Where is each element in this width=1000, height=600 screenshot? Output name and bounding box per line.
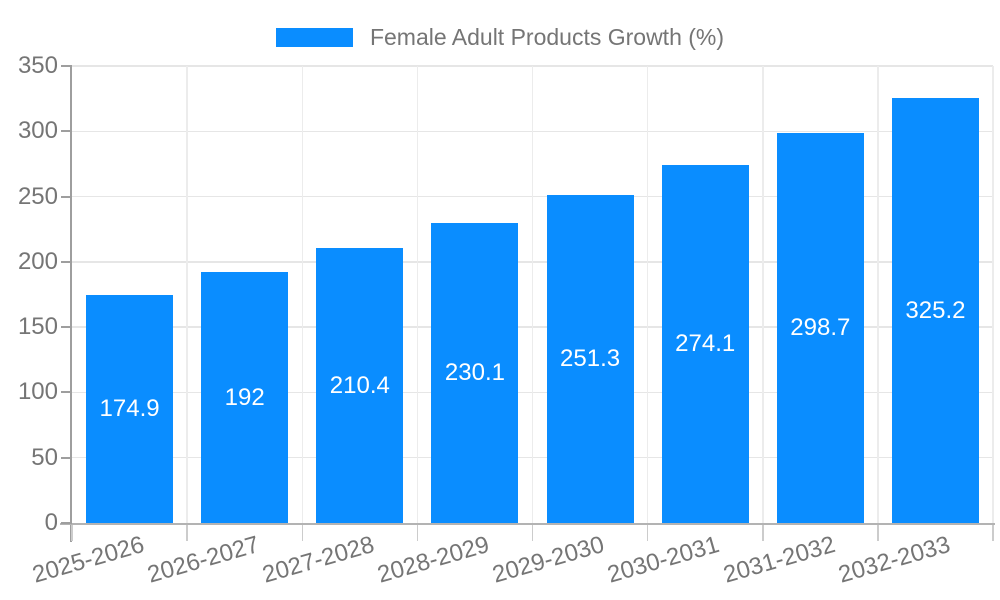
x-axis-tick [877, 525, 879, 541]
bar-value-label: 274.1 [675, 330, 736, 358]
x-axis-tick [646, 525, 649, 541]
bar[interactable]: 325.2 [891, 98, 979, 523]
y-tick-label: 250 [17, 182, 58, 210]
x-axis-line [60, 523, 995, 525]
x-axis-tick [416, 525, 419, 541]
chart-legend: Female Adult Products Growth (%) [0, 24, 1000, 51]
y-tick-label: 0 [44, 509, 58, 536]
x-tick-label: 2027-2028 [259, 531, 378, 589]
gridline-vertical [877, 66, 879, 523]
y-axis-tick [61, 260, 72, 263]
legend-label: Female Adult Products Growth (%) [369, 24, 725, 50]
x-tick-label: 2030-2031 [604, 531, 723, 589]
y-axis-tick [61, 456, 72, 459]
x-axis-tick [992, 525, 994, 541]
bar-value-label: 251.3 [560, 344, 621, 372]
y-tick-label: 50 [31, 443, 58, 471]
bar[interactable]: 274.1 [661, 165, 749, 523]
bar-value-label: 298.7 [790, 313, 851, 341]
x-axis-tick [762, 525, 764, 541]
x-tick-label: 2032-2033 [835, 531, 953, 589]
gridline-vertical [301, 66, 303, 523]
gridline-vertical [416, 66, 419, 523]
y-axis-tick [61, 522, 72, 524]
bar-value-label: 325.2 [905, 296, 966, 324]
gridline-vertical [646, 66, 649, 523]
y-tick-label: 350 [17, 52, 58, 79]
gridline-vertical [531, 66, 534, 523]
bar-value-label: 174.9 [99, 394, 160, 422]
bar-value-label: 192 [224, 383, 265, 411]
y-tick-label: 100 [17, 378, 58, 406]
y-axis-tick [61, 195, 72, 198]
y-tick-label: 200 [17, 247, 58, 275]
y-axis-line [70, 66, 72, 542]
x-axis-tick [301, 525, 303, 541]
x-axis-tick [186, 525, 188, 541]
bar-value-label: 210.4 [329, 371, 390, 399]
y-axis-tick [61, 391, 72, 394]
bar[interactable]: 210.4 [316, 248, 404, 523]
gridline-vertical [992, 66, 994, 523]
legend-swatch [275, 28, 353, 47]
gridline-vertical [762, 66, 764, 523]
bar[interactable]: 174.9 [86, 294, 174, 523]
y-axis-tick [61, 326, 72, 329]
bar[interactable]: 298.7 [776, 132, 864, 523]
x-tick-label: 2026-2027 [144, 531, 263, 589]
x-tick-label: 2029-2030 [489, 531, 608, 589]
bar[interactable]: 230.1 [431, 222, 519, 523]
bar-value-label: 230.1 [444, 358, 505, 386]
bar[interactable]: 251.3 [546, 194, 634, 523]
y-tick-label: 300 [17, 117, 58, 145]
y-tick-label: 150 [17, 313, 58, 341]
x-axis-tick [531, 525, 534, 541]
y-axis-tick [61, 130, 72, 133]
plot-area: 174.9 192 210.4 230.1 251.3 274.1 298.7 325.2 [60, 65, 995, 542]
gridline-vertical [186, 66, 188, 523]
y-axis-tick [61, 65, 72, 67]
x-tick-label: 2031-2032 [719, 531, 838, 589]
x-tick-label: 2028-2029 [374, 531, 493, 589]
x-axis-tick [71, 525, 73, 541]
bar[interactable]: 192 [201, 272, 289, 523]
x-tick-label: 2025-2026 [29, 531, 148, 589]
